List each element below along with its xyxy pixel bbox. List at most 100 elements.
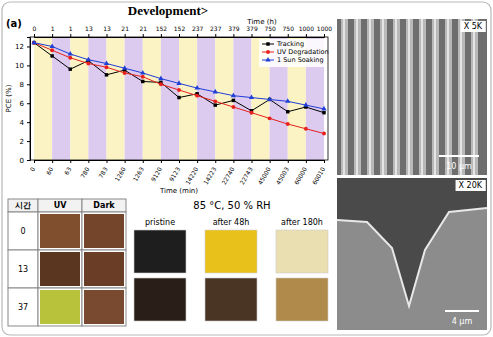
x-tick-label: 1260 [113, 166, 127, 183]
x2-tick-label: 152 [174, 25, 186, 32]
sem-material [337, 208, 487, 330]
x-tick-mark [306, 160, 307, 163]
x2-axis: 0111313212115215223723737937975075010001… [33, 25, 333, 38]
x-axis-line [35, 161, 325, 164]
series-marker [141, 80, 144, 83]
x-tick-label: 45000 [256, 166, 272, 186]
series-marker [194, 85, 199, 90]
series-marker [303, 102, 308, 107]
series-marker [50, 48, 54, 52]
phase-band [88, 37, 106, 160]
x2-tick-mark [143, 34, 144, 37]
x-tick-mark [179, 160, 180, 163]
x2-tick-mark [34, 34, 35, 37]
series-marker [86, 57, 91, 62]
x2-tick: 21 [139, 25, 147, 37]
x-tick-mark [34, 160, 35, 163]
phase-band [215, 37, 233, 160]
table-cell [38, 212, 82, 250]
x-tick-mark [270, 160, 271, 163]
sem-ridge-edge [447, 19, 449, 175]
series-marker [177, 96, 180, 99]
x-tick-mark [161, 160, 162, 163]
x2-tick-mark [215, 34, 216, 37]
x2-tick-label: 13 [103, 25, 111, 32]
phase-band [233, 37, 251, 160]
x-tick-label: 60000 [292, 166, 308, 186]
series-marker [158, 76, 163, 81]
sample-photo [40, 290, 80, 324]
x2-tick-mark [252, 34, 253, 37]
label-box [456, 180, 486, 191]
x2-tick-mark [70, 34, 71, 37]
x-tick: 1263 [131, 160, 145, 183]
table-cell [38, 288, 82, 326]
x-tick-mark [215, 160, 216, 163]
column-label: after 48h [213, 218, 250, 227]
series-marker [267, 96, 272, 101]
x-tick: 22740 [220, 160, 236, 186]
y-tick-mark [27, 160, 30, 161]
series-marker [50, 54, 53, 57]
x-tick-mark [324, 160, 325, 163]
table-header-cell [82, 199, 126, 212]
y-tick: 8 [20, 81, 30, 89]
sem-ridge-edge [473, 19, 475, 175]
sem-ridge-edge [395, 19, 397, 175]
sem-edge [337, 208, 487, 306]
series-marker [231, 105, 235, 109]
x-tick: 60000 [292, 160, 308, 186]
y-tick-label: 8 [20, 81, 24, 89]
x2-tick-mark [233, 34, 234, 37]
series-marker [195, 94, 199, 98]
x-tick: 63 [63, 160, 73, 176]
sample-photo [205, 230, 257, 273]
table-header: 시간 [15, 201, 31, 210]
series-marker [213, 89, 218, 94]
sample-photo [276, 230, 328, 273]
series-marker [104, 60, 109, 65]
y-tick-label: 0 [20, 157, 24, 165]
figure: Development>0246810120606378078312601263… [0, 0, 493, 337]
x2-tick: 1 [51, 25, 55, 37]
x2-tick: 1000 [299, 25, 314, 37]
phase-band [107, 37, 125, 160]
x2-axis-title: Time (h) [246, 18, 277, 26]
x2-tick-label: 1 [69, 25, 73, 32]
table-header: UV [54, 201, 67, 210]
phase-band [34, 37, 52, 160]
column-label: after 180h [281, 218, 323, 227]
series-marker [322, 132, 326, 136]
x2-tick-label: 379 [228, 25, 240, 32]
sem-ridge-edge [408, 19, 410, 175]
sem-ridge [471, 19, 478, 175]
x2-tick-mark [107, 34, 108, 37]
x2-tick-label: 750 [283, 25, 295, 32]
phase-band [70, 37, 88, 160]
y-tick-label: 6 [20, 100, 25, 108]
x2-tick-label: 1000 [317, 25, 332, 32]
x2-tick-mark [324, 34, 325, 37]
uv-table: 시간UVDark01337 [8, 199, 126, 326]
y-axis-line [27, 38, 31, 161]
x-tick: 9123 [167, 160, 181, 183]
x2-tick: 152 [174, 25, 186, 37]
x2-tick-label: 237 [192, 25, 204, 32]
x-tick-label: 14220 [184, 166, 200, 186]
table-cell [38, 250, 82, 288]
x2-tick-label: 1000 [299, 25, 314, 32]
x-tick-label: 780 [79, 166, 91, 180]
y-axis-title: PCE (%) [5, 84, 13, 112]
table-cell [8, 212, 38, 250]
sem-ridge-edge [382, 19, 384, 175]
y-tick-label: 10 [15, 62, 24, 70]
table-time: 13 [18, 265, 28, 274]
sample-photo [205, 278, 257, 321]
y-axis: 024681012 [15, 38, 30, 165]
plot-frame [30, 37, 328, 160]
x2-tick-label: 0 [33, 25, 37, 32]
label-box [461, 21, 486, 32]
phase-band [161, 37, 179, 160]
condition-label: 85 °C, 50 % RH [193, 200, 270, 211]
series-marker [177, 88, 181, 92]
